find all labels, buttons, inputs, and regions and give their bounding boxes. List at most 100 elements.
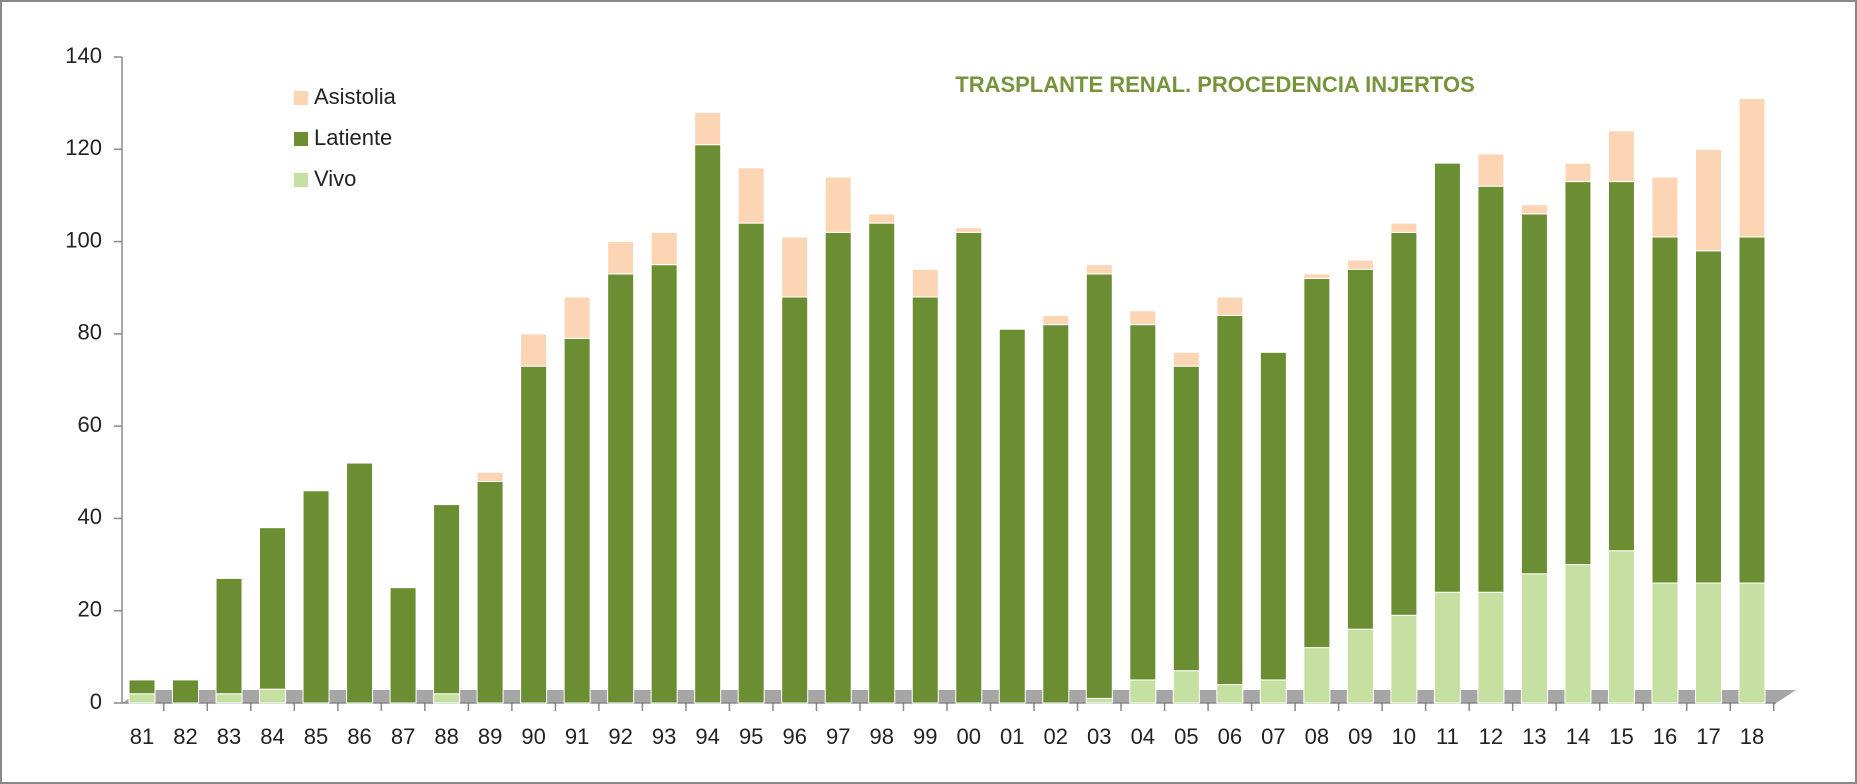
x-tick-label: 87: [391, 724, 415, 749]
bar-segment: [955, 227, 983, 233]
x-tick-label: 00: [957, 724, 981, 749]
bar-segment: [1259, 679, 1287, 704]
x-tick-label: 90: [521, 724, 545, 749]
x-tick-label: 96: [782, 724, 806, 749]
x-tick-label: 95: [739, 724, 763, 749]
bar-segment: [389, 587, 417, 704]
x-tick-label: 04: [1131, 724, 1155, 749]
bar-segment: [1694, 582, 1722, 704]
bar-segment: [737, 167, 765, 224]
bar-segment: [1085, 273, 1113, 699]
bar-segment: [1390, 231, 1418, 616]
bar-segment: [650, 264, 678, 704]
bar-segment: [868, 222, 896, 704]
bar-segment: [1085, 264, 1113, 275]
bar-segment: [1477, 591, 1505, 704]
bar-segment: [1738, 236, 1766, 584]
bar-segment: [259, 527, 287, 690]
x-tick-label: 81: [130, 724, 154, 749]
bar-segment: [1346, 628, 1374, 704]
bar-segment: [1738, 582, 1766, 704]
bar-segment: [1564, 181, 1592, 566]
x-tick-label: 17: [1696, 724, 1720, 749]
bar-segment: [1520, 573, 1548, 704]
bar-segment: [302, 490, 330, 704]
bar-segment: [1607, 181, 1635, 552]
x-tick-label: 08: [1305, 724, 1329, 749]
x-tick-label: 12: [1479, 724, 1503, 749]
x-tick-label: 93: [652, 724, 676, 749]
bar-segment: [1216, 296, 1244, 316]
bar-segment: [1520, 204, 1548, 215]
x-tick-label: 88: [434, 724, 458, 749]
x-tick-label: 16: [1653, 724, 1677, 749]
bar-segment: [650, 231, 678, 266]
bar-segment: [1129, 679, 1157, 704]
bar-segment: [1477, 185, 1505, 593]
bar-segment: [563, 337, 591, 704]
bar-segment: [1651, 176, 1679, 238]
bar-segment: [476, 471, 504, 483]
y-tick-label: 140: [65, 43, 102, 68]
bar-segment: [1607, 550, 1635, 704]
bar-segment: [433, 693, 461, 704]
bar-segment: [998, 328, 1026, 704]
x-tick-label: 92: [608, 724, 632, 749]
x-tick-label: 98: [869, 724, 893, 749]
bar-segment: [1042, 314, 1070, 326]
bar-segment: [955, 231, 983, 704]
bar-segment: [1129, 310, 1157, 326]
x-tick-label: 11: [1436, 724, 1459, 749]
legend-label: Latiente: [314, 125, 392, 150]
y-tick-label: 40: [78, 504, 102, 529]
y-tick-label: 80: [78, 320, 102, 345]
x-tick-label: 85: [304, 724, 328, 749]
x-tick-label: 07: [1261, 724, 1285, 749]
x-tick-label: 01: [1000, 724, 1024, 749]
bar-segment: [1216, 684, 1244, 704]
y-tick-label: 100: [65, 227, 102, 252]
x-tick-label: 03: [1087, 724, 1111, 749]
x-tick-label: 09: [1348, 724, 1372, 749]
bar-segment: [1390, 222, 1418, 233]
legend-label: Asistolia: [314, 84, 397, 109]
x-tick-label: 06: [1218, 724, 1242, 749]
bar-segment: [215, 693, 243, 704]
bar-segment: [1303, 277, 1331, 649]
x-tick-label: 05: [1174, 724, 1198, 749]
x-tick-label: 10: [1392, 724, 1416, 749]
bar-segment: [607, 241, 635, 275]
bar-segment: [1129, 324, 1157, 681]
x-tick-label: 13: [1522, 724, 1546, 749]
x-tick-label: 91: [565, 724, 589, 749]
x-tick-label: 18: [1740, 724, 1764, 749]
bar-segment: [346, 462, 374, 704]
y-tick-label: 120: [65, 135, 102, 160]
legend-swatch: [294, 173, 308, 187]
legend-label: Vivo: [314, 166, 356, 191]
bar-segment: [1651, 236, 1679, 584]
bar-segment: [476, 481, 504, 704]
bar-segment: [868, 213, 896, 224]
bar-segment: [1651, 582, 1679, 704]
x-tick-label: 82: [173, 724, 197, 749]
bar-segment: [824, 231, 852, 704]
x-tick-label: 14: [1566, 724, 1590, 749]
bar-segment: [520, 333, 548, 367]
bar-segment: [1172, 351, 1200, 367]
x-tick-label: 02: [1044, 724, 1068, 749]
x-tick-label: 97: [826, 724, 850, 749]
bar-segment: [694, 144, 722, 704]
x-tick-label: 84: [260, 724, 284, 749]
bar-segment: [1564, 564, 1592, 704]
y-tick-label: 20: [78, 597, 102, 622]
bar-segment: [1085, 697, 1113, 704]
bar-segment: [520, 365, 548, 704]
bar-segment: [1607, 130, 1635, 183]
bar-segment: [1738, 98, 1766, 238]
x-tick-label: 94: [695, 724, 719, 749]
bar-segment: [911, 296, 939, 704]
bar-segment: [128, 693, 156, 704]
bar-segment: [1694, 250, 1722, 584]
